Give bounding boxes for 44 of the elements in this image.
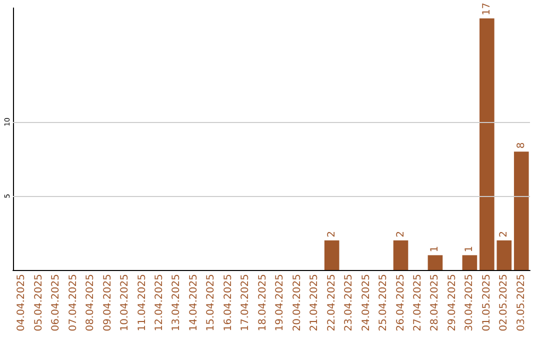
x-tick-label: 17.04.2025: [240, 274, 252, 332]
x-tick-label: 06.04.2025: [50, 274, 62, 332]
x-tick-label: 15.04.2025: [206, 274, 217, 332]
bar: [496, 240, 512, 270]
x-tick-label: 14.04.2025: [188, 274, 200, 332]
x-tick-label: 07.04.2025: [68, 274, 79, 332]
x-tick-label: 23.04.2025: [344, 274, 355, 332]
x-tick-label: 20.04.2025: [292, 274, 303, 332]
x-tick-label: 27.04.2025: [412, 274, 424, 332]
data-label: 8: [516, 142, 527, 149]
bar: [462, 255, 478, 270]
x-tick-label: 28.04.2025: [430, 274, 441, 332]
x-tick-label: 03.05.2025: [516, 274, 527, 332]
data-label: 1: [430, 246, 441, 252]
bar: [324, 240, 340, 270]
x-tick-label: 21.04.2025: [309, 274, 320, 332]
data-label: 2: [326, 231, 338, 238]
data-label: 1: [464, 246, 476, 252]
x-tick-label: 05.04.2025: [33, 274, 44, 332]
bar: [393, 240, 408, 270]
bar: [428, 255, 443, 270]
bar: [514, 152, 529, 270]
data-label: 2: [498, 231, 510, 238]
x-tick-label: 25.04.2025: [378, 274, 390, 332]
bar: [480, 18, 494, 270]
x-tick-label: 08.04.2025: [85, 274, 96, 332]
x-tick-label: 24.04.2025: [360, 274, 372, 332]
x-tick-label: 29.04.2025: [446, 274, 458, 332]
x-tick-label: 10.04.2025: [120, 274, 131, 332]
data-label: 17: [481, 2, 492, 16]
x-tick-label: 16.04.2025: [222, 274, 234, 332]
x-tick-label: 11.04.2025: [136, 274, 148, 332]
x-tick-label: 30.04.2025: [464, 274, 476, 332]
x-tick-label: 01.05.2025: [481, 274, 492, 332]
data-label: 2: [395, 231, 406, 238]
x-tick-label: 09.04.2025: [102, 274, 114, 332]
x-tick-label: 02.05.2025: [498, 274, 510, 332]
x-tick-label: 19.04.2025: [274, 274, 286, 332]
x-tick-label: 22.04.2025: [326, 274, 338, 332]
x-tick-label: 18.04.2025: [257, 274, 268, 332]
x-tick-label: 04.04.2025: [16, 274, 28, 332]
x-tick-label: 26.04.2025: [395, 274, 406, 332]
x-tick-label: 13.04.2025: [171, 274, 182, 332]
x-tick-label: 12.04.2025: [154, 274, 165, 332]
